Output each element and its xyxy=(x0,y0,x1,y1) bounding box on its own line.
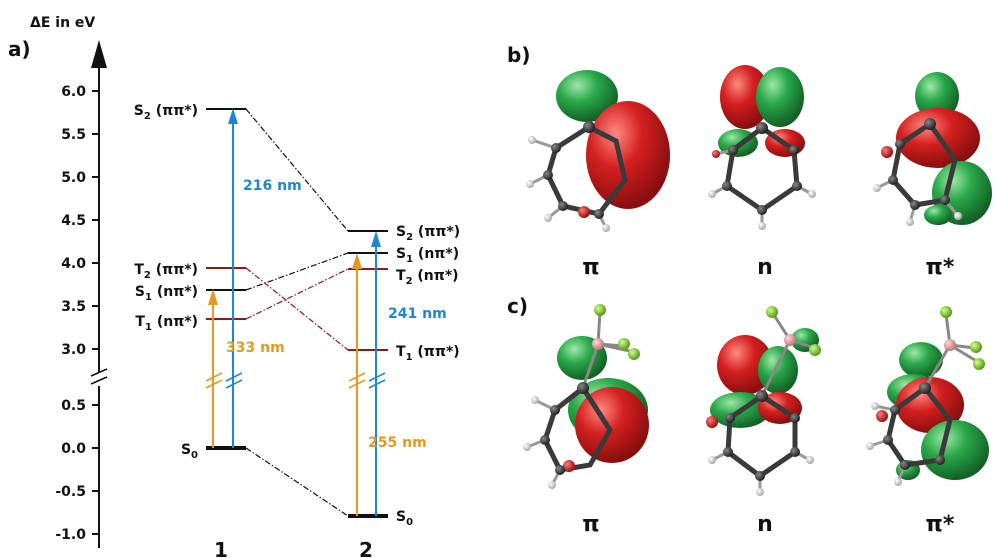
axis-tick-label: -1.0 xyxy=(55,527,86,543)
orbital-b-pistar-image xyxy=(873,72,992,226)
state-label-1-t1: T1 (nπ*) xyxy=(135,314,198,333)
state-label-2-t1: T1 (ππ*) xyxy=(396,344,460,363)
link-s2 xyxy=(245,108,349,232)
axis-tick-label: 4.0 xyxy=(61,256,86,272)
axis-tick-label: 5.0 xyxy=(61,170,86,186)
transition-arrow-2-blue xyxy=(368,231,386,516)
orbital-b-n-image xyxy=(708,65,816,230)
compound-label-2: 2 xyxy=(359,538,373,558)
wavelength-2-blue: 241 nm xyxy=(388,306,447,322)
orbital-label-c-n: n xyxy=(757,512,773,537)
link-t2 xyxy=(245,267,349,351)
levels-compound-2 xyxy=(348,230,388,518)
orbital-label-c-pistar: π* xyxy=(926,512,955,537)
panel-c-label: c) xyxy=(507,294,528,318)
link-s0 xyxy=(245,447,349,517)
axis-tick-label: 5.5 xyxy=(61,127,86,143)
energy-axis xyxy=(90,40,108,548)
panel-a-label: a) xyxy=(8,37,31,61)
axis-tick-label: 3.0 xyxy=(61,342,86,358)
wavelength-1-blue: 216 nm xyxy=(243,178,302,194)
orbital-c-pistar-image xyxy=(866,306,989,486)
wavelength-1-orange: 333 nm xyxy=(226,340,285,356)
panel-b-label: b) xyxy=(507,43,530,67)
state-label-1-s1: S1 (nπ*) xyxy=(135,284,198,303)
axis-tick-label: 0.5 xyxy=(61,398,86,414)
orbital-label-b-n: n xyxy=(757,255,773,280)
orbital-c-n-image xyxy=(706,306,821,496)
compound-label-1: 1 xyxy=(214,538,228,558)
axis-title: ΔE in eV xyxy=(30,15,95,31)
orbital-label-c-pi: π xyxy=(582,512,599,537)
state-label-1-t2: T2 (ππ*) xyxy=(134,262,198,281)
orbital-b-pi-image xyxy=(526,70,670,232)
axis-break-icon xyxy=(90,368,108,377)
axis-ticks: 6.0 5.5 5.0 4.5 4.0 3.5 3.0 0.5 0.0 -0.5 -1.0 xyxy=(55,84,99,543)
axis-tick-label: -0.5 xyxy=(55,484,86,500)
axis-tick-label: 6.0 xyxy=(61,84,86,100)
state-label-1-s0: S0 xyxy=(181,442,198,461)
state-label-2-t2: T2 (nπ*) xyxy=(396,268,459,287)
transition-arrow-2-orange xyxy=(348,253,366,516)
orbital-c-pi-image xyxy=(523,304,649,489)
state-label-2-s2: S2 (ππ*) xyxy=(396,224,460,243)
transition-arrow-1-orange xyxy=(205,289,223,448)
axis-arrow-icon xyxy=(91,40,107,68)
state-label-2-s1: S1 (nπ*) xyxy=(396,246,459,265)
state-label-1-s2: S2 (ππ*) xyxy=(134,103,198,122)
axis-tick-label: 3.5 xyxy=(61,299,86,315)
correlation-lines xyxy=(245,108,349,517)
axis-tick-label: 0.0 xyxy=(61,441,86,457)
orbital-label-b-pistar: π* xyxy=(926,255,955,280)
transition-arrow-1-blue xyxy=(225,108,243,448)
link-t1 xyxy=(245,268,349,320)
state-label-2-s0: S0 xyxy=(396,509,413,528)
link-s1 xyxy=(245,252,349,291)
orbital-label-b-pi: π xyxy=(582,255,599,280)
wavelength-2-orange: 255 nm xyxy=(368,435,427,451)
axis-tick-label: 4.5 xyxy=(61,213,86,229)
